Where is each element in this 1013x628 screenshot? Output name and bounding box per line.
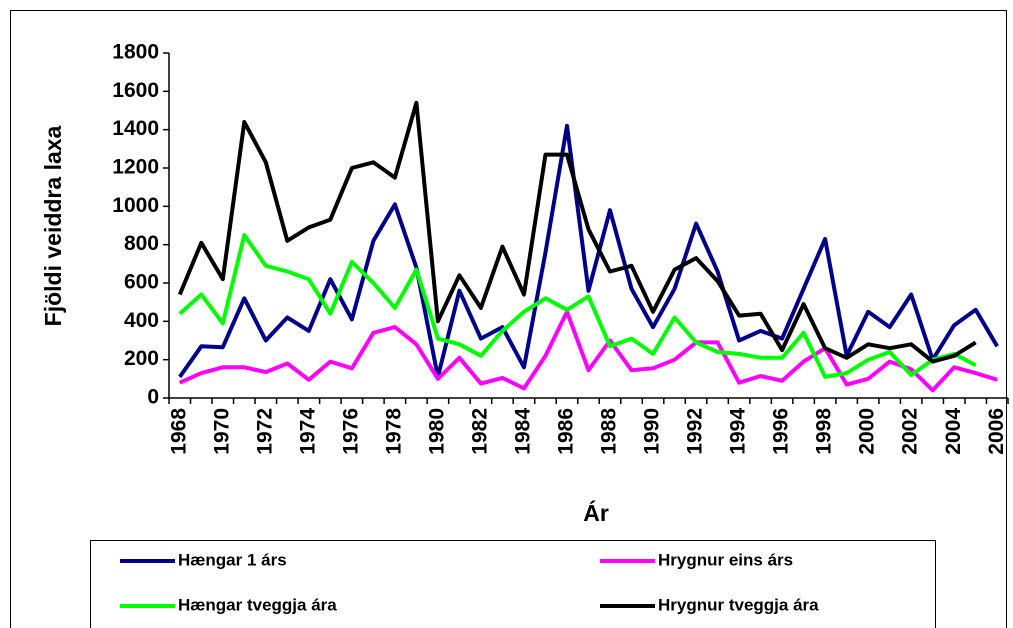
x-tick-label: 1982 (468, 408, 491, 455)
series-line (177, 100, 977, 364)
series-line (178, 309, 998, 393)
legend-label: Hrygnur tveggja ára (658, 595, 819, 614)
x-tick-label: 2004 (942, 408, 965, 455)
legend-label: Hængar tveggja ára (178, 595, 337, 614)
x-tick-label: 1988 (598, 408, 621, 455)
x-tick-label: 1998 (813, 408, 836, 455)
x-tick-label: 2006 (985, 408, 1008, 455)
x-tick-label: 1980 (425, 408, 448, 455)
x-tick-label: 1972 (253, 408, 276, 455)
legend-label: Hængar 1 árs (178, 550, 287, 569)
y-tick-label: 1000 (112, 194, 159, 217)
x-tick-label: 1976 (339, 408, 362, 455)
x-tick-label: 2002 (899, 408, 922, 455)
y-tick-label: 1800 (112, 41, 159, 64)
y-tick-label: 0 (147, 386, 159, 409)
x-axis-title: Ár (583, 499, 609, 526)
series-line (178, 233, 977, 379)
x-tick-label: 1986 (555, 408, 578, 455)
y-tick-label: 1200 (112, 156, 159, 179)
y-tick-label: 1400 (112, 117, 159, 140)
y-tick-label: 400 (124, 309, 159, 332)
y-tick-label: 200 (124, 347, 159, 370)
x-tick-label: 1970 (210, 408, 233, 455)
x-tick-label: 2000 (856, 408, 879, 455)
x-tick-label: 1968 (167, 408, 190, 455)
y-tick-label: 600 (124, 271, 159, 294)
x-tick-label: 1996 (770, 408, 793, 455)
y-tick-label: 800 (124, 232, 159, 255)
x-tick-label: 1978 (382, 408, 405, 455)
x-tick-label: 1994 (727, 408, 750, 455)
y-axis-title: Fjöldi veiddra laxa (40, 125, 66, 326)
chart-frame (10, 10, 1007, 628)
series-line (178, 123, 999, 379)
x-tick-label: 1974 (296, 408, 319, 455)
x-tick-label: 1984 (512, 408, 535, 455)
legend-label: Hrygnur eins árs (658, 550, 793, 569)
x-tick-label: 1990 (641, 408, 664, 455)
y-tick-label: 1600 (112, 79, 159, 102)
x-tick-label: 1992 (684, 408, 707, 455)
legend (90, 540, 936, 628)
